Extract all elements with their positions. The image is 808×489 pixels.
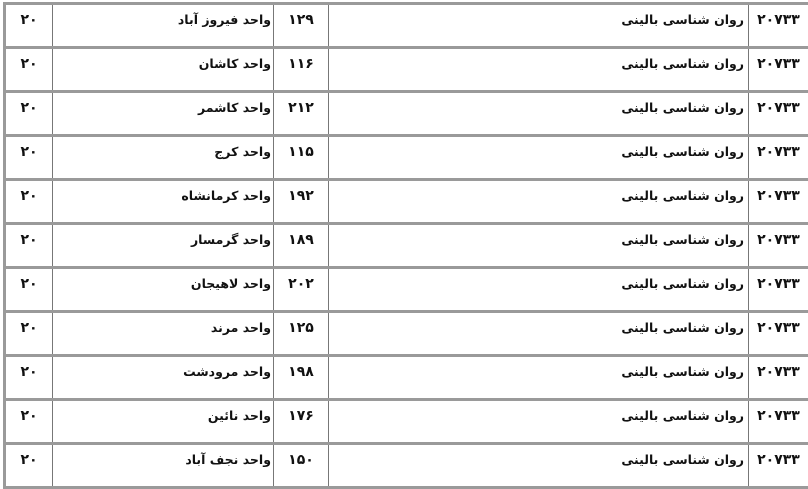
table-row: ۲۰۷۳۳ روان شناسی بالینی ۲۱۲ واحد کاشمر ۲۰ bbox=[6, 90, 808, 134]
unit-name-cell: واحد مرودشت bbox=[52, 357, 273, 398]
capacity-cell: ۲۰ bbox=[20, 408, 38, 424]
unit-name-cell: واحد کرج bbox=[52, 137, 273, 178]
unit-code-cell: ۱۸۹ bbox=[273, 225, 328, 266]
unit-name-cell: واحد مرند bbox=[52, 313, 273, 354]
field-name-cell: روان شناسی بالینی bbox=[328, 313, 748, 354]
field-name-cell: روان شناسی بالینی bbox=[328, 269, 748, 310]
field-code-cell: ۲۰۷۳۳ bbox=[748, 445, 808, 486]
capacity-cell: ۲۰ bbox=[20, 276, 38, 292]
capacity-cell: ۲۰ bbox=[20, 320, 38, 336]
capacity-cell: ۲۰ bbox=[20, 452, 38, 468]
unit-code-cell: ۱۲۹ bbox=[273, 5, 328, 46]
unit-name-cell: واحد فیروز آباد bbox=[52, 5, 273, 46]
unit-code-cell: ۱۹۸ bbox=[273, 357, 328, 398]
unit-name-cell: واحد نجف آباد bbox=[52, 445, 273, 486]
unit-name-cell: واحد کاشمر bbox=[52, 93, 273, 134]
table-row: ۲۰۷۳۳ روان شناسی بالینی ۱۹۲ واحد کرمانشاه ۲۰ bbox=[6, 178, 808, 222]
table-row: ۲۰۷۳۳ روان شناسی بالینی ۱۲۹ واحد فیروز آباد… bbox=[6, 2, 808, 46]
unit-name-cell: واحد گرمسار bbox=[52, 225, 273, 266]
table-row: ۲۰۷۳۳ روان شناسی بالینی ۲۰۲ واحد لاهیجان ۲۰ bbox=[6, 266, 808, 310]
capacity-cell: ۲۰ bbox=[20, 232, 38, 248]
field-name-cell: روان شناسی بالینی bbox=[328, 137, 748, 178]
capacity-cell: ۲۰ bbox=[20, 100, 38, 116]
capacity-cell: ۲۰ bbox=[20, 364, 38, 380]
capacity-cell: ۲۰ bbox=[20, 144, 38, 160]
unit-code-cell: ۱۹۲ bbox=[273, 181, 328, 222]
field-name-cell: روان شناسی بالینی bbox=[328, 401, 748, 442]
field-name-cell: روان شناسی بالینی bbox=[328, 93, 748, 134]
field-name-cell: روان شناسی بالینی bbox=[328, 225, 748, 266]
field-code-cell: ۲۰۷۳۳ bbox=[748, 225, 808, 266]
field-code-cell: ۲۰۷۳۳ bbox=[748, 181, 808, 222]
unit-code-cell: ۱۷۶ bbox=[273, 401, 328, 442]
unit-code-cell: ۱۱۵ bbox=[273, 137, 328, 178]
capacity-cell: ۲۰ bbox=[20, 12, 38, 28]
table-row: ۲۰۷۳۳ روان شناسی بالینی ۱۲۵ واحد مرند ۲۰ bbox=[6, 310, 808, 354]
field-code-cell: ۲۰۷۳۳ bbox=[748, 49, 808, 90]
unit-code-cell: ۱۱۶ bbox=[273, 49, 328, 90]
field-name-cell: روان شناسی بالینی bbox=[328, 49, 748, 90]
unit-name-cell: واحد نائین bbox=[52, 401, 273, 442]
field-code-cell: ۲۰۷۳۳ bbox=[748, 357, 808, 398]
unit-name-cell: واحد کاشان bbox=[52, 49, 273, 90]
field-name-cell: روان شناسی بالینی bbox=[328, 181, 748, 222]
table-row: ۲۰۷۳۳ روان شناسی بالینی ۱۷۶ واحد نائین ۲۰ bbox=[6, 398, 808, 442]
unit-code-cell: ۲۱۲ bbox=[273, 93, 328, 134]
field-name-cell: روان شناسی بالینی bbox=[328, 5, 748, 46]
table-row: ۲۰۷۳۳ روان شناسی بالینی ۱۹۸ واحد مرودشت ۲۰ bbox=[6, 354, 808, 398]
field-code-cell: ۲۰۷۳۳ bbox=[748, 93, 808, 134]
table-row: ۲۰۷۳۳ روان شناسی بالینی ۱۸۹ واحد گرمسار ۲۰ bbox=[6, 222, 808, 266]
unit-name-cell: واحد لاهیجان bbox=[52, 269, 273, 310]
field-code-cell: ۲۰۷۳۳ bbox=[748, 401, 808, 442]
table-row: ۲۰۷۳۳ روان شناسی بالینی ۱۵۰ واحد نجف آباد ۲۰ bbox=[6, 442, 808, 489]
field-name-cell: روان شناسی بالینی bbox=[328, 445, 748, 486]
table-row: ۲۰۷۳۳ روان شناسی بالینی ۱۱۶ واحد کاشان ۲۰ bbox=[6, 46, 808, 90]
field-name-cell: روان شناسی بالینی bbox=[328, 357, 748, 398]
unit-code-cell: ۲۰۲ bbox=[273, 269, 328, 310]
capacity-cell: ۲۰ bbox=[20, 56, 38, 72]
field-code-cell: ۲۰۷۳۳ bbox=[748, 5, 808, 46]
units-table: ۲۰۷۳۳ روان شناسی بالینی ۱۲۹ واحد فیروز آباد… bbox=[3, 2, 808, 489]
table-row: ۲۰۷۳۳ روان شناسی بالینی ۱۱۵ واحد کرج ۲۰ bbox=[6, 134, 808, 178]
unit-name-cell: واحد کرمانشاه bbox=[52, 181, 273, 222]
unit-code-cell: ۱۵۰ bbox=[273, 445, 328, 486]
unit-code-cell: ۱۲۵ bbox=[273, 313, 328, 354]
field-code-cell: ۲۰۷۳۳ bbox=[748, 269, 808, 310]
field-code-cell: ۲۰۷۳۳ bbox=[748, 313, 808, 354]
field-code-cell: ۲۰۷۳۳ bbox=[748, 137, 808, 178]
capacity-cell: ۲۰ bbox=[20, 188, 38, 204]
